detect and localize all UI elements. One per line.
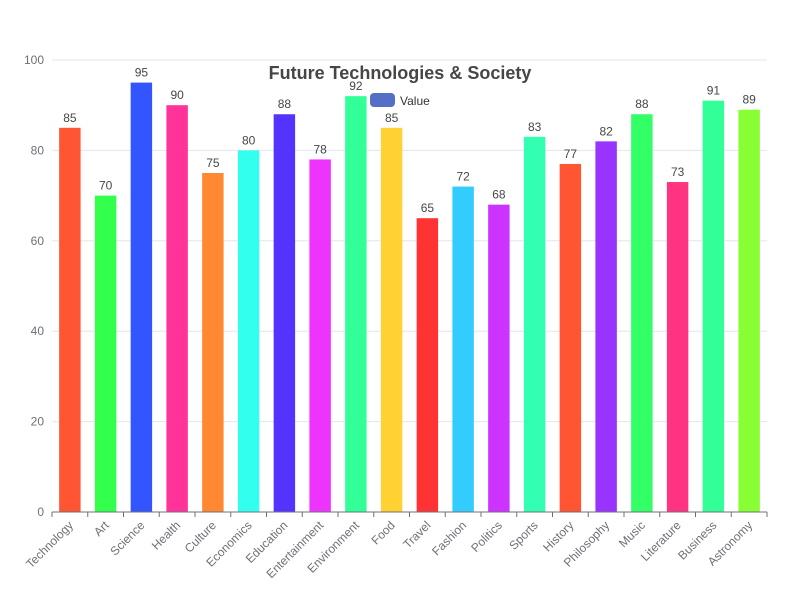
grid-lines [52,59,767,423]
bar-entertainment[interactable] [309,159,331,512]
y-tick-label: 40 [31,324,45,338]
x-tick-label-science: Science [107,518,147,558]
x-tick-label-sports: Sports [506,518,540,552]
bars [59,82,760,513]
bar-environment[interactable] [345,96,367,512]
legend-swatch-value[interactable] [370,93,395,107]
data-label-philosophy: 82 [599,124,613,138]
data-label-sports: 83 [528,120,542,134]
bar-philosophy[interactable] [595,141,617,513]
y-tick-label: 0 [37,505,44,519]
x-tick-label-food: Food [369,518,398,547]
x-tick-label-literature: Literature [638,518,684,564]
bar-business[interactable] [702,100,725,513]
bar-history[interactable] [559,163,582,512]
bar-food[interactable] [380,127,403,513]
data-label-economics: 80 [242,133,256,147]
bar-astronomy[interactable] [738,109,760,512]
bar-literature[interactable] [666,182,689,513]
x-tick-label-technology: Technology [23,518,76,571]
data-label-music: 88 [635,97,649,111]
data-label-education: 88 [278,97,292,111]
y-tick-label: 20 [31,415,45,429]
data-label-science: 95 [135,66,149,80]
x-tick-label-politics: Politics [468,518,505,555]
bar-sports[interactable] [523,136,546,512]
x-tick-label-art: Art [91,518,112,539]
bar-health[interactable] [166,105,188,512]
bar-education[interactable] [273,114,296,513]
data-label-culture: 75 [206,156,220,170]
legend-label-value[interactable]: Value [400,94,430,108]
bar-music[interactable] [631,114,653,513]
data-label-art: 70 [99,179,113,193]
bar-economics[interactable] [237,150,260,512]
data-label-fashion: 72 [456,170,470,184]
bar-travel[interactable] [416,218,439,512]
bar-politics[interactable] [488,204,510,512]
bar-culture[interactable] [202,173,224,512]
x-tick-label-travel: Travel [400,518,433,551]
bar-fashion[interactable] [452,186,474,512]
bar-technology[interactable] [59,127,81,513]
bar-science[interactable] [130,82,153,512]
data-label-astronomy: 89 [742,93,756,107]
y-tick-label: 60 [31,234,45,248]
data-label-food: 85 [385,111,399,125]
data-label-technology: 85 [63,111,77,125]
x-tick-label-health: Health [149,518,183,552]
legend[interactable]: Value [370,93,430,108]
data-label-literature: 73 [671,165,685,179]
data-labels: 85 70 95 90 75 80 88 78 92 85 65 72 68 83 77 82 88 73 91 89 [63,66,756,216]
data-label-politics: 68 [492,188,506,202]
x-tick-label-fashion: Fashion [429,518,469,558]
data-label-environment: 92 [349,79,363,93]
data-label-health: 90 [170,88,184,102]
y-tick-label: 80 [31,143,45,157]
data-label-travel: 65 [421,201,435,215]
data-label-business: 91 [707,84,721,98]
data-label-history: 77 [564,147,578,161]
y-tick-label: 100 [24,53,44,67]
data-label-entertainment: 78 [313,142,327,156]
bar-art[interactable] [94,195,117,512]
chart-title: Future Technologies & Society [269,63,532,83]
x-tick-label-music: Music [616,518,648,550]
